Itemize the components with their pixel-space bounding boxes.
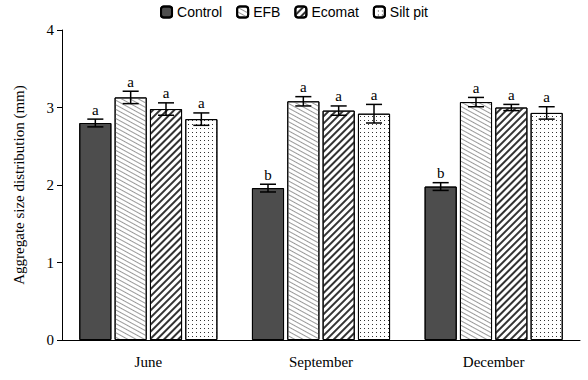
svg-text:0: 0 <box>47 332 55 348</box>
svg-text:a: a <box>543 89 550 105</box>
svg-text:b: b <box>264 167 272 183</box>
svg-text:Control: Control <box>177 4 222 20</box>
svg-text:June: June <box>135 354 163 370</box>
svg-text:a: a <box>92 102 99 118</box>
svg-text:3: 3 <box>47 100 55 116</box>
svg-text:December: December <box>463 354 525 370</box>
svg-text:b: b <box>437 165 445 181</box>
svg-text:Ecomat: Ecomat <box>311 4 359 20</box>
svg-text:a: a <box>335 88 342 104</box>
svg-text:a: a <box>508 87 515 103</box>
svg-text:1: 1 <box>47 255 55 271</box>
svg-text:September: September <box>289 354 353 370</box>
svg-text:a: a <box>127 74 134 90</box>
svg-text:Aggregate size distribution (m: Aggregate size distribution (mm) <box>11 85 28 285</box>
svg-text:a: a <box>371 87 378 103</box>
svg-text:a: a <box>473 80 480 96</box>
svg-text:EFB: EFB <box>253 4 280 20</box>
svg-text:Silt pit: Silt pit <box>390 4 428 20</box>
svg-text:2: 2 <box>47 177 55 193</box>
svg-text:a: a <box>198 95 205 111</box>
svg-text:a: a <box>163 85 170 101</box>
svg-text:4: 4 <box>47 22 55 38</box>
svg-text:a: a <box>300 79 307 95</box>
